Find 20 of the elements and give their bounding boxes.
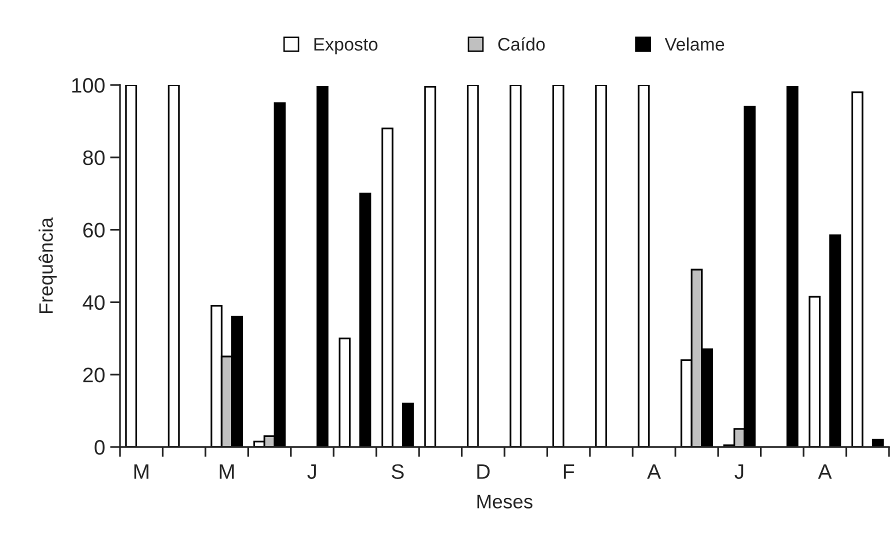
legend-label: Exposto xyxy=(314,38,378,54)
x-tick-label: M xyxy=(134,464,148,479)
x-tick-label: A xyxy=(647,464,661,479)
x-tick-label: J xyxy=(307,464,316,479)
y-axis-title: Frequência xyxy=(38,217,57,314)
x-tick-label: J xyxy=(734,464,744,479)
y-tick-label: 40 xyxy=(82,295,105,310)
y-tick-label: 20 xyxy=(83,368,105,382)
x-tick-label: M xyxy=(220,464,234,479)
x-axis-title: Meses xyxy=(477,494,532,508)
legend-label: Velame xyxy=(664,37,724,51)
y-tick-label: 100 xyxy=(72,78,105,93)
x-tick-label: D xyxy=(477,464,490,479)
y-tick-label: 60 xyxy=(83,222,105,238)
x-tick-label: A xyxy=(818,464,832,479)
x-tick-label: F xyxy=(564,464,574,479)
y-tick-label: 80 xyxy=(83,150,105,166)
x-tick-label: S xyxy=(392,464,404,479)
y-tick-label: 0 xyxy=(94,440,105,455)
legend-label: Caído xyxy=(498,37,545,51)
